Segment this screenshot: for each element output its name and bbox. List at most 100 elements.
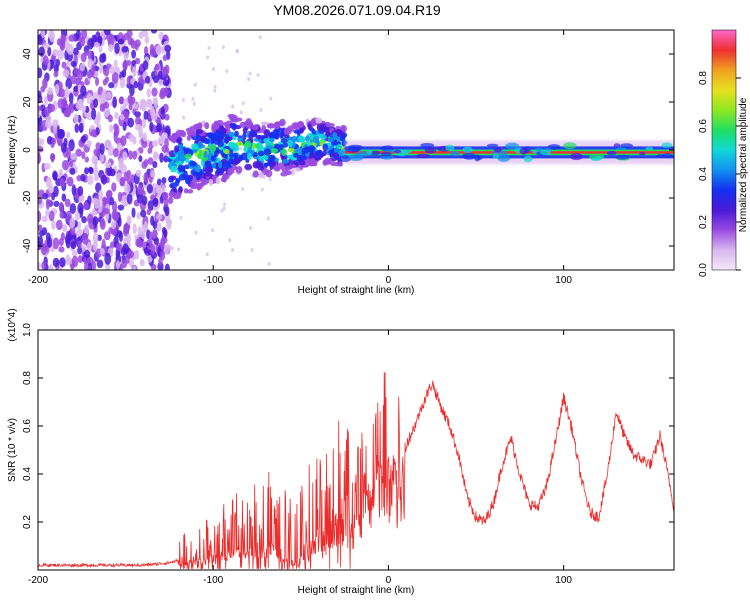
heatmap-signal-cell	[195, 172, 200, 181]
heatmap-noise-cell	[150, 244, 156, 255]
heatmap-noise-cell	[63, 109, 71, 118]
heatmap-signal-cell	[294, 161, 299, 167]
heatmap-signal-cell	[227, 170, 233, 176]
heatmap-noise-cell	[113, 212, 119, 222]
heatmap-noise-cell	[104, 161, 112, 169]
heatmap-line-blob	[384, 149, 397, 153]
heatmap-noise-cell	[38, 230, 45, 237]
heatmap-signal-cell	[323, 157, 332, 165]
heatmap-noise-cell	[53, 200, 60, 208]
heatmap-noise-cell	[76, 174, 82, 182]
heatmap-noise-cell	[191, 96, 195, 101]
heatmap-noise-cell	[162, 54, 168, 62]
heatmap-noise-cell	[68, 34, 76, 42]
heatmap-noise-cell	[65, 254, 71, 266]
heatmap-signal-cell	[330, 161, 337, 167]
heatmap-noise-cell	[92, 216, 99, 226]
heatmap-noise-cell	[140, 209, 147, 218]
heatmap-noise-cell	[250, 247, 254, 252]
heatmap-signal-cell	[197, 140, 203, 149]
heatmap-signal-cell	[184, 153, 192, 160]
heatmap-signal-cell	[227, 131, 235, 138]
heatmap-noise-cell	[91, 154, 99, 166]
heatmap-noise-cell	[103, 67, 110, 77]
heatmap-noise-cell	[70, 60, 77, 67]
heatmap-noise-cell	[164, 263, 170, 270]
heatmap-signal-cell	[168, 196, 174, 204]
heatmap-noise-cell	[61, 193, 67, 202]
heatmap-noise-cell	[38, 261, 42, 270]
heatmap-noise-cell	[114, 124, 120, 137]
heatmap-noise-cell	[114, 42, 120, 54]
heatmap-signal-cell	[257, 164, 265, 171]
heatmap-noise-cell	[68, 160, 74, 168]
heatmap-signal-cell	[237, 137, 244, 142]
heatmap-signal-cell	[219, 132, 226, 139]
heatmap-noise-cell	[64, 198, 71, 208]
heatmap-signal-cell	[191, 131, 197, 137]
spectrogram-x-axis-label: Height of straight line (km)	[298, 285, 415, 296]
snr-y-tick-label: 0.6	[22, 419, 33, 433]
heatmap-noise-cell	[91, 197, 99, 205]
heatmap-noise-cell	[170, 246, 174, 251]
heatmap-noise-cell	[97, 234, 102, 242]
heatmap-line-blob	[656, 154, 666, 158]
heatmap-noise-cell	[212, 67, 216, 72]
heatmap-signal-cell	[298, 154, 304, 162]
heatmap-noise-cell	[225, 68, 229, 73]
heatmap-noise-cell	[68, 102, 73, 111]
heatmap-noise-cell	[86, 175, 94, 186]
heatmap-signal-cell	[218, 160, 223, 169]
heatmap-noise-cell	[71, 255, 79, 268]
heatmap-noise-cell	[124, 112, 130, 120]
heatmap-noise-cell	[59, 177, 66, 188]
heatmap-noise-cell	[161, 144, 168, 153]
heatmap-noise-cell	[122, 199, 128, 207]
heatmap-noise-cell	[38, 110, 41, 119]
heatmap-noise-cell	[153, 153, 161, 160]
heatmap-signal-cell	[261, 125, 267, 131]
heatmap-noise-cell	[104, 252, 112, 265]
heatmap-noise-cell	[55, 219, 63, 231]
heatmap-noise-cell	[241, 186, 245, 191]
heatmap-noise-cell	[140, 229, 146, 240]
heatmap-noise-cell	[134, 57, 141, 65]
heatmap-noise-cell	[142, 132, 147, 142]
heatmap-noise-cell	[143, 110, 149, 120]
heatmap-signal-cell	[174, 145, 180, 153]
heatmap-signal-cell	[229, 153, 234, 159]
heatmap-noise-cell	[223, 202, 227, 207]
heatmap-noise-cell	[65, 131, 71, 139]
heatmap-noise-cell	[58, 246, 65, 253]
heatmap-signal-cell	[322, 143, 329, 151]
heatmap-line-blob	[449, 150, 460, 156]
heatmap-signal-cell	[203, 172, 212, 177]
heatmap-signal-cell	[305, 135, 310, 142]
heatmap-noise-cell	[62, 69, 70, 78]
heatmap-signal-cell	[280, 138, 288, 144]
heatmap-signal-cell	[312, 135, 320, 144]
heatmap-noise-cell	[241, 101, 245, 106]
heatmap-noise-cell	[68, 92, 74, 104]
heatmap-noise-cell	[247, 77, 251, 82]
heatmap-noise-cell	[77, 202, 84, 215]
heatmap-noise-cell	[135, 169, 142, 177]
heatmap-noise-cell	[81, 151, 86, 160]
heatmap-noise-cell	[108, 43, 114, 53]
heatmap-signal-cell	[272, 129, 281, 136]
heatmap-noise-cell	[59, 257, 66, 268]
heatmap-noise-cell	[152, 220, 158, 230]
heatmap-noise-cell	[146, 100, 153, 109]
heatmap-noise-cell	[61, 61, 67, 69]
heatmap-noise-cell	[160, 106, 165, 115]
heatmap-noise-cell	[132, 265, 137, 270]
heatmap-noise-cell	[220, 208, 224, 213]
heatmap-noise-cell	[149, 121, 154, 132]
heatmap-signal-cell	[301, 147, 310, 154]
heatmap-noise-cell	[143, 247, 149, 254]
heatmap-signal-cell	[189, 182, 196, 190]
snr-panel: -200 -100 0 100 0.2 0.4 0.6 0.8 1.0 Height of st…	[7, 308, 675, 596]
heatmap-noise-cell	[38, 146, 44, 153]
heatmap-noise-cell	[95, 248, 102, 258]
